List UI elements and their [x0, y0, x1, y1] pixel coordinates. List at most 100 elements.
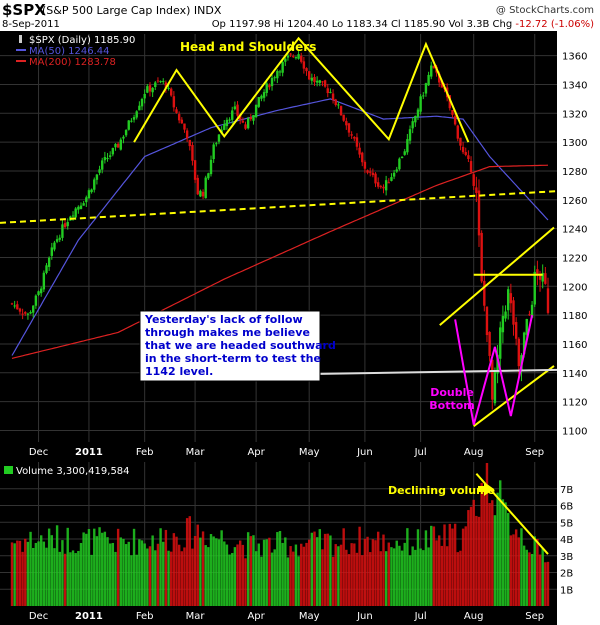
volume-bar [530, 553, 534, 606]
candle-body [300, 55, 303, 62]
candle-body [390, 177, 393, 181]
volume-bar [512, 534, 515, 606]
legend-swatch [19, 35, 22, 43]
month-label: Feb [136, 447, 154, 458]
volume-bar [95, 536, 99, 606]
neckline [0, 190, 558, 224]
candle-body [488, 332, 491, 356]
candle-body [525, 318, 528, 335]
candle-body [29, 312, 32, 314]
volume-bar [445, 546, 449, 606]
volume-bar [42, 541, 46, 606]
candle-body [127, 120, 130, 130]
candle-body [151, 87, 154, 93]
candle-body [347, 123, 351, 133]
candle-body [329, 91, 332, 93]
candle-body [459, 137, 462, 146]
volume-bar [79, 542, 83, 606]
volume-bar [522, 545, 526, 606]
candle-body [193, 160, 197, 180]
candle-body [111, 147, 115, 155]
candle-body [270, 77, 274, 87]
month-label: May [299, 611, 320, 622]
candle-body [422, 95, 425, 97]
candle-body [408, 129, 412, 141]
volume-bar [353, 543, 356, 606]
candle-body [432, 65, 436, 69]
candle-body [337, 104, 340, 106]
volume-bar [270, 552, 274, 606]
candle-body [334, 99, 337, 106]
candle-body [172, 96, 176, 108]
candle-body [430, 65, 433, 77]
volume-bar [321, 549, 324, 606]
volume-bar [422, 550, 425, 606]
candle-body [265, 83, 268, 93]
volume-bar [85, 533, 88, 606]
volume-bar [350, 543, 353, 606]
candle-body [424, 83, 428, 94]
candle-body [461, 146, 465, 153]
volume-bar [331, 556, 335, 606]
volume-tick-label: 6B [560, 502, 573, 513]
month-label: Sep [525, 447, 544, 458]
volume-bar [379, 551, 383, 606]
candle-body [323, 80, 327, 87]
volume-bar [347, 554, 351, 606]
volume-bar [159, 528, 162, 606]
volume-bar [16, 540, 19, 606]
candle-body [47, 257, 51, 267]
volume-bar [305, 542, 308, 606]
candle-body [238, 114, 242, 121]
volume-bar [93, 528, 96, 606]
volume-bar [74, 553, 77, 606]
volume-bar [430, 525, 433, 606]
volume-bar [177, 544, 181, 606]
volume-bar [132, 528, 136, 606]
volume-bar [180, 551, 184, 606]
volume-bar [310, 532, 314, 606]
price-tick-label: 1160 [562, 340, 587, 351]
candle-body [358, 147, 361, 155]
candle-body [496, 354, 499, 374]
volume-bar [369, 552, 372, 606]
candle-body [469, 161, 473, 173]
candle-body [101, 160, 104, 170]
candle-body [530, 304, 534, 318]
volume-bar [315, 537, 319, 606]
volume-bar [164, 529, 168, 606]
volume-bar [278, 530, 282, 606]
ohlc-summary: Op 1197.98 Hi 1204.40 Lo 1183.34 Cl 1185… [211, 19, 594, 30]
volume-bar [491, 500, 494, 606]
volume-bar [209, 534, 213, 606]
volume-bar [246, 532, 250, 606]
month-label: Dec [29, 611, 48, 622]
volume-bar [400, 550, 404, 606]
volume-bar [63, 553, 67, 606]
candle-body [95, 174, 99, 180]
stockcharts-brand[interactable]: @ StockCharts.com [495, 5, 594, 16]
volume-bar [87, 529, 91, 606]
candle-body [39, 288, 43, 294]
candle-body [254, 104, 258, 118]
candle-body [201, 191, 205, 197]
axis-strip [557, 31, 600, 625]
volume-bar [220, 530, 223, 606]
candle-body [278, 71, 282, 73]
volume-bar [456, 552, 459, 606]
candle-body [37, 291, 40, 295]
candle-body [384, 180, 388, 191]
month-axis-band [0, 442, 557, 460]
candle-body [480, 232, 483, 282]
candle-body [66, 222, 69, 227]
volume-bar [47, 528, 51, 606]
candle-body [345, 121, 348, 126]
price-tick-label: 1140 [562, 369, 587, 380]
volume-bar [236, 544, 239, 606]
volume-bar [238, 540, 242, 606]
volume-bar [374, 540, 377, 606]
candle-body [292, 56, 295, 58]
candle-body [246, 118, 250, 129]
candle-body [284, 58, 287, 62]
volume-bar [427, 547, 430, 606]
